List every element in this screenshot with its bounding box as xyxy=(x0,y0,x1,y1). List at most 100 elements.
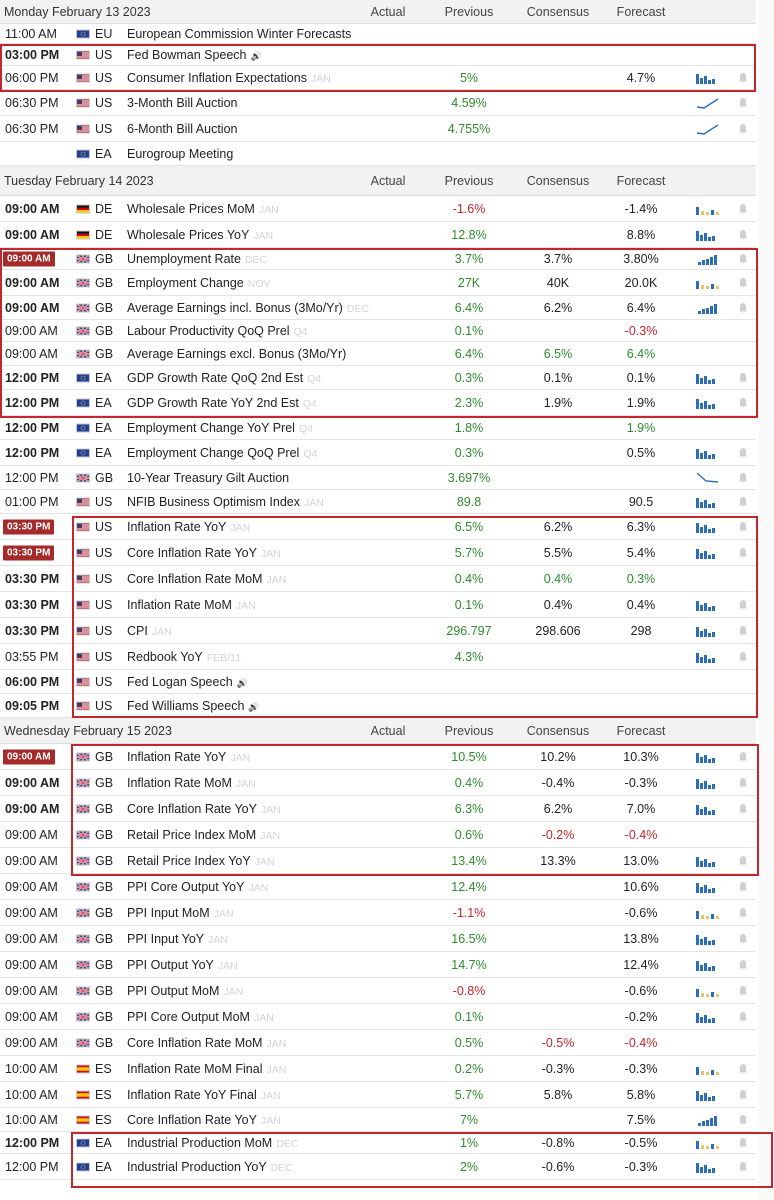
bell-icon[interactable] xyxy=(738,97,748,109)
event-name-text[interactable]: Retail Price Index MoM xyxy=(127,827,257,842)
history-chart-icon[interactable] xyxy=(696,277,720,289)
event-name-text[interactable]: PPI Output YoY xyxy=(127,957,214,972)
history-chart-icon[interactable] xyxy=(696,1137,720,1149)
event-name-text[interactable]: CPI xyxy=(127,623,148,638)
bell-icon[interactable] xyxy=(738,1161,748,1173)
event-name[interactable]: Inflation Rate YoY Final JAN xyxy=(127,1088,281,1102)
event-name-text[interactable]: Inflation Rate YoY xyxy=(127,519,227,534)
bell-icon[interactable] xyxy=(738,855,748,867)
history-chart-icon[interactable] xyxy=(696,777,720,789)
event-row[interactable]: 01:00 PM US NFIB Business Optimism Index JA… xyxy=(0,490,756,514)
event-name-text[interactable]: NFIB Business Optimism Index xyxy=(127,494,300,509)
event-name[interactable]: Retail Price Index MoM JAN xyxy=(127,828,280,842)
event-row[interactable]: 03:30 PM US Core Inflation Rate YoY JAN 5.7%… xyxy=(0,540,756,566)
bell-icon[interactable] xyxy=(738,496,748,508)
event-name[interactable]: Core Inflation Rate YoY JAN xyxy=(127,802,281,816)
history-chart-icon[interactable] xyxy=(696,123,720,135)
event-name-text[interactable]: Core Inflation Rate MoM xyxy=(127,571,263,586)
event-name-text[interactable]: Wholesale Prices YoY xyxy=(127,227,250,242)
event-row[interactable]: 12:00 PM EA Employment Change QoQ Prel Q4 0.… xyxy=(0,440,756,466)
bell-icon[interactable] xyxy=(738,229,748,241)
bell-icon[interactable] xyxy=(738,203,748,215)
history-chart-icon[interactable] xyxy=(696,625,720,637)
event-name[interactable]: Unemployment Rate DEC xyxy=(127,252,267,266)
event-name-text[interactable]: Average Earnings incl. Bonus (3Mo/Yr) xyxy=(127,300,343,315)
event-name-text[interactable]: Employment Change YoY Prel xyxy=(127,420,295,435)
bell-icon[interactable] xyxy=(738,253,748,265)
event-name[interactable]: PPI Input MoM JAN xyxy=(127,906,234,920)
history-chart-icon[interactable] xyxy=(696,302,720,314)
event-row[interactable]: 12:00 PM EA Employment Change YoY Prel Q4 1.… xyxy=(0,416,756,440)
event-name[interactable]: PPI Output YoY JAN xyxy=(127,958,238,972)
event-row[interactable]: 09:00 AM GB PPI Core Output YoY JAN 12.4% 10.… xyxy=(0,874,756,900)
event-name[interactable]: European Commission Winter Forecasts xyxy=(127,27,351,41)
bell-icon[interactable] xyxy=(738,72,748,84)
event-name-text[interactable]: Labour Productivity QoQ Prel xyxy=(127,323,290,338)
history-chart-icon[interactable] xyxy=(696,471,720,484)
event-row[interactable]: 03:00 PM US Fed Bowman Speech 🔊 xyxy=(0,44,756,66)
event-name[interactable]: PPI Core Output YoY JAN xyxy=(127,880,268,894)
event-name-text[interactable]: PPI Input MoM xyxy=(127,905,210,920)
event-name-text[interactable]: 3-Month Bill Auction xyxy=(127,95,238,110)
event-row[interactable]: 09:00 AM GB PPI Core Output MoM JAN 0.1% -0.2… xyxy=(0,1004,756,1030)
event-row[interactable]: 09:00 AM GB Inflation Rate YoY JAN 10.5% 10.2… xyxy=(0,744,756,770)
event-name-text[interactable]: PPI Core Output YoY xyxy=(127,879,245,894)
bell-icon[interactable] xyxy=(738,521,748,533)
event-name-text[interactable]: Core Inflation Rate YoY xyxy=(127,801,257,816)
bell-icon[interactable] xyxy=(738,933,748,945)
event-row[interactable]: 09:00 AM GB PPI Input MoM JAN -1.1% -0.6% xyxy=(0,900,756,926)
history-chart-icon[interactable] xyxy=(696,751,720,763)
event-name-text[interactable]: Wholesale Prices MoM xyxy=(127,201,255,216)
history-chart-icon[interactable] xyxy=(696,203,720,215)
event-name[interactable]: Inflation Rate MoM JAN xyxy=(127,776,256,790)
bell-icon[interactable] xyxy=(738,777,748,789)
event-row[interactable]: 09:00 AM DE Wholesale Prices MoM JAN -1.6% -1… xyxy=(0,196,756,222)
history-chart-icon[interactable] xyxy=(696,229,720,241)
scrollbar-track[interactable] xyxy=(758,0,774,1200)
event-name-text[interactable]: Industrial Production MoM xyxy=(127,1135,273,1150)
event-name[interactable]: Fed Williams Speech 🔊 xyxy=(127,699,260,713)
event-name[interactable]: Labour Productivity QoQ Prel Q4 xyxy=(127,324,308,338)
event-name[interactable]: Employment Change QoQ Prel Q4 xyxy=(127,446,317,460)
event-name-text[interactable]: Eurogroup Meeting xyxy=(127,146,234,161)
event-name-text[interactable]: Redbook YoY xyxy=(127,649,203,664)
event-name[interactable]: 6-Month Bill Auction xyxy=(127,122,237,136)
event-name-text[interactable]: PPI Input YoY xyxy=(127,931,205,946)
event-name-text[interactable]: Core Inflation Rate YoY xyxy=(127,1112,257,1127)
event-row[interactable]: EA Eurogroup Meeting xyxy=(0,142,756,166)
event-name-text[interactable]: Unemployment Rate xyxy=(127,251,241,266)
event-name[interactable]: Wholesale Prices YoY JAN xyxy=(127,228,273,242)
event-name[interactable]: 3-Month Bill Auction xyxy=(127,96,237,110)
history-chart-icon[interactable] xyxy=(696,547,720,559)
event-name[interactable]: 10-Year Treasury Gilt Auction xyxy=(127,471,289,485)
event-name[interactable]: Core Inflation Rate MoM JAN xyxy=(127,1036,286,1050)
history-chart-icon[interactable] xyxy=(696,1089,720,1101)
event-name[interactable]: Average Earnings incl. Bonus (3Mo/Yr) DEC xyxy=(127,301,369,315)
event-row[interactable]: 10:00 AM ES Inflation Rate YoY Final JAN 5.7… xyxy=(0,1082,756,1108)
bell-icon[interactable] xyxy=(738,277,748,289)
event-name-text[interactable]: PPI Core Output MoM xyxy=(127,1009,250,1024)
history-chart-icon[interactable] xyxy=(696,985,720,997)
event-name-text[interactable]: Core Inflation Rate MoM xyxy=(127,1035,263,1050)
event-name-text[interactable]: Inflation Rate MoM Final xyxy=(127,1061,263,1076)
event-name-text[interactable]: Fed Logan Speech xyxy=(127,674,233,689)
event-name[interactable]: Employment Change NOV xyxy=(127,276,271,290)
event-row[interactable]: 03:30 PM US CPI JAN 296.797 298.606 298 xyxy=(0,618,756,644)
event-name[interactable]: Inflation Rate YoY JAN xyxy=(127,520,250,534)
history-chart-icon[interactable] xyxy=(696,1161,720,1173)
event-name[interactable]: Core Inflation Rate MoM JAN xyxy=(127,572,286,586)
event-name[interactable]: Industrial Production YoY DEC xyxy=(127,1160,293,1174)
event-row[interactable]: 06:30 PM US 3-Month Bill Auction 4.59% xyxy=(0,90,756,116)
history-chart-icon[interactable] xyxy=(696,447,720,459)
event-name[interactable]: GDP Growth Rate YoY 2nd Est Q4 xyxy=(127,396,317,410)
history-chart-icon[interactable] xyxy=(696,959,720,971)
event-row[interactable]: 09:00 AM GB Average Earnings incl. Bonus (… xyxy=(0,296,756,320)
event-name[interactable]: GDP Growth Rate QoQ 2nd Est Q4 xyxy=(127,371,321,385)
event-row[interactable]: 09:00 AM GB PPI Output YoY JAN 14.7% 12.4% xyxy=(0,952,756,978)
event-row[interactable]: 09:00 AM GB Average Earnings excl. Bonus (… xyxy=(0,342,756,366)
event-row[interactable]: 06:30 PM US 6-Month Bill Auction 4.755% xyxy=(0,116,756,142)
event-row[interactable]: 09:00 AM GB Unemployment Rate DEC 3.7% 3.7% 3.… xyxy=(0,248,756,270)
event-name-text[interactable]: Employment Change xyxy=(127,275,244,290)
history-chart-icon[interactable] xyxy=(696,1063,720,1075)
event-row[interactable]: 12:00 PM EA GDP Growth Rate YoY 2nd Est Q4 2… xyxy=(0,390,756,416)
